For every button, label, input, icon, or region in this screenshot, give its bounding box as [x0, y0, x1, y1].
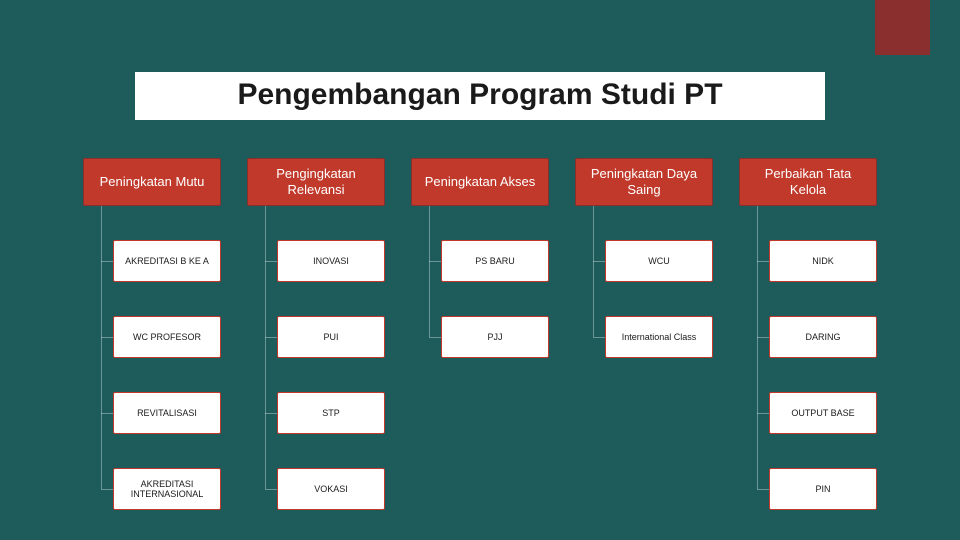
column-3: Peningkatan Daya Saing WCU International C…	[575, 158, 713, 510]
org-chart: Peningkatan Mutu AKREDITASI B KE A WC PROF…	[0, 158, 960, 510]
item-box: NIDK	[769, 240, 877, 282]
connector-horizontal	[101, 337, 113, 338]
item-box: AKREDITASI B KE A	[113, 240, 221, 282]
column-1: Pengingkatan Relevansi INOVASI PUI STP VOKAS…	[247, 158, 385, 510]
title-bar: Pengembangan Program Studi PT	[135, 72, 825, 120]
column-0: Peningkatan Mutu AKREDITASI B KE A WC PROF…	[83, 158, 221, 510]
column-header: Peningkatan Mutu	[83, 158, 221, 206]
item-wrap: VOKASI	[247, 468, 385, 510]
connector-horizontal	[757, 337, 769, 338]
connector-horizontal	[757, 413, 769, 414]
item-wrap: REVITALISASI	[83, 392, 221, 434]
page-title: Pengembangan Program Studi PT	[155, 78, 805, 112]
item-wrap: NIDK	[739, 240, 877, 282]
column-header: Perbaikan Tata Kelola	[739, 158, 877, 206]
item-wrap: INOVASI	[247, 240, 385, 282]
corner-accent	[875, 0, 930, 55]
column-header: Peningkatan Akses	[411, 158, 549, 206]
connector-horizontal	[101, 413, 113, 414]
item-wrap: DARING	[739, 316, 877, 358]
item-box: VOKASI	[277, 468, 385, 510]
item-box: PS BARU	[441, 240, 549, 282]
connector-horizontal	[757, 261, 769, 262]
column-header: Pengingkatan Relevansi	[247, 158, 385, 206]
connector-horizontal	[265, 337, 277, 338]
item-box: OUTPUT BASE	[769, 392, 877, 434]
item-box: International Class	[605, 316, 713, 358]
item-box: AKREDITASI INTERNASIONAL	[113, 468, 221, 510]
connector-horizontal	[265, 413, 277, 414]
item-box: STP	[277, 392, 385, 434]
item-wrap: AKREDITASI INTERNASIONAL	[83, 468, 221, 510]
connector-horizontal	[593, 261, 605, 262]
connector-horizontal	[429, 337, 441, 338]
item-box: DARING	[769, 316, 877, 358]
column-2: Peningkatan Akses PS BARU PJJ	[411, 158, 549, 510]
connector-horizontal	[757, 489, 769, 490]
connector-horizontal	[429, 261, 441, 262]
connector-horizontal	[265, 489, 277, 490]
item-box: PUI	[277, 316, 385, 358]
item-box: WCU	[605, 240, 713, 282]
connector-horizontal	[265, 261, 277, 262]
item-box: INOVASI	[277, 240, 385, 282]
item-wrap: PUI	[247, 316, 385, 358]
column-header: Peningkatan Daya Saing	[575, 158, 713, 206]
item-wrap: PIN	[739, 468, 877, 510]
item-wrap: AKREDITASI B KE A	[83, 240, 221, 282]
item-wrap: STP	[247, 392, 385, 434]
item-box: PIN	[769, 468, 877, 510]
item-wrap: International Class	[575, 316, 713, 358]
item-wrap: OUTPUT BASE	[739, 392, 877, 434]
column-4: Perbaikan Tata Kelola NIDK DARING OUTPUT BA…	[739, 158, 877, 510]
connector-horizontal	[101, 261, 113, 262]
item-box: PJJ	[441, 316, 549, 358]
connector-horizontal	[593, 337, 605, 338]
connector-horizontal	[101, 489, 113, 490]
item-wrap: WCU	[575, 240, 713, 282]
item-box: REVITALISASI	[113, 392, 221, 434]
item-wrap: PJJ	[411, 316, 549, 358]
item-wrap: WC PROFESOR	[83, 316, 221, 358]
item-wrap: PS BARU	[411, 240, 549, 282]
item-box: WC PROFESOR	[113, 316, 221, 358]
